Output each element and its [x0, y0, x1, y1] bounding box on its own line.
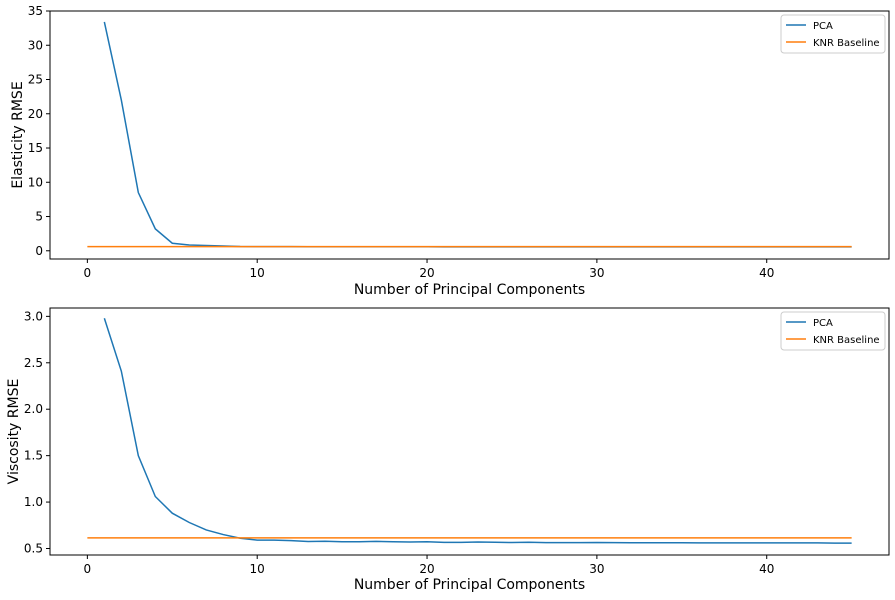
y-tick-label: 10 — [28, 175, 43, 189]
y-tick-label: 2.5 — [24, 356, 43, 370]
y-tick-label: 3.0 — [24, 309, 43, 323]
x-tick-label: 30 — [589, 266, 604, 280]
y-axis-label: Elasticity RMSE — [10, 81, 26, 188]
viscosity-rmse-subplot: 0 10 20 30 40 0.5 1.0 1.5 2.0 2.5 3.0 Number of Pri… — [6, 307, 890, 593]
y-tick-label: 15 — [28, 141, 43, 155]
legend: PCA KNR Baseline — [780, 311, 886, 351]
y-tick-label: 2.0 — [24, 402, 43, 416]
y-tick-label: 20 — [28, 107, 43, 121]
x-tick-label: 40 — [759, 266, 774, 280]
legend: PCA KNR Baseline — [780, 14, 886, 54]
x-tick-label: 20 — [419, 562, 434, 576]
y-tick-label: 35 — [28, 4, 43, 18]
y-axis-label: Viscosity RMSE — [6, 379, 22, 485]
y-tick-label: 25 — [28, 73, 43, 87]
legend-box — [780, 311, 886, 351]
x-tick-label: 30 — [589, 562, 604, 576]
y-tick-label: 30 — [28, 38, 43, 52]
x-axis-label: Number of Principal Components — [354, 577, 585, 593]
y-tick-label: 5 — [35, 210, 43, 224]
legend-label-pca: PCA — [813, 318, 833, 329]
x-tick-label: 40 — [759, 562, 774, 576]
x-tick-label: 10 — [250, 562, 265, 576]
legend-box — [780, 14, 886, 54]
y-tick-label: 1.0 — [24, 495, 43, 509]
plot-frame — [49, 307, 890, 556]
y-tick-label: 0 — [35, 244, 43, 258]
y-tick-label: 1.5 — [24, 449, 43, 463]
x-tick-label: 0 — [84, 266, 92, 280]
x-tick-label: 0 — [84, 562, 92, 576]
x-tick-label: 10 — [250, 266, 265, 280]
y-tick-label: 0.5 — [24, 542, 43, 556]
elasticity-rmse-subplot: 0 10 20 30 40 0 5 10 15 20 25 30 35 Number of Princip… — [10, 4, 890, 298]
legend-label-knr-baseline: KNR Baseline — [813, 335, 880, 346]
x-tick-label: 20 — [419, 266, 434, 280]
plot-frame — [49, 10, 890, 260]
legend-label-knr-baseline: KNR Baseline — [813, 38, 880, 49]
pca-line — [103, 317, 852, 544]
x-axis-label: Number of Principal Components — [354, 282, 585, 298]
legend-label-pca: PCA — [813, 21, 833, 32]
